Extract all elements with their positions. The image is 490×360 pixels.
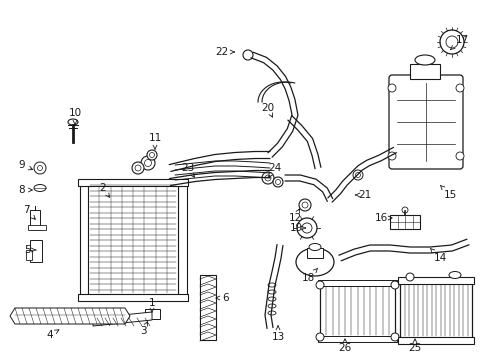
Ellipse shape xyxy=(268,283,276,287)
Circle shape xyxy=(275,180,280,184)
Bar xyxy=(200,275,216,340)
Text: 26: 26 xyxy=(339,339,352,353)
Text: 19: 19 xyxy=(290,223,305,233)
Circle shape xyxy=(299,199,311,211)
Circle shape xyxy=(391,281,399,289)
Circle shape xyxy=(456,84,464,92)
Circle shape xyxy=(243,50,253,60)
Ellipse shape xyxy=(268,311,276,315)
Ellipse shape xyxy=(68,119,78,125)
Text: 14: 14 xyxy=(430,248,446,263)
Text: 9: 9 xyxy=(19,160,33,170)
Text: 22: 22 xyxy=(216,47,234,57)
Circle shape xyxy=(147,150,157,160)
Text: 18: 18 xyxy=(301,268,318,283)
Text: 17: 17 xyxy=(450,35,468,50)
Text: 20: 20 xyxy=(262,103,274,117)
Bar xyxy=(318,280,397,286)
Bar xyxy=(307,248,323,258)
Circle shape xyxy=(265,175,271,181)
Text: 12: 12 xyxy=(289,209,302,223)
Bar xyxy=(390,215,420,229)
Circle shape xyxy=(316,333,324,341)
Text: 23: 23 xyxy=(181,163,195,177)
Bar xyxy=(88,185,178,295)
Circle shape xyxy=(316,281,324,289)
Text: 3: 3 xyxy=(140,322,147,336)
Ellipse shape xyxy=(268,290,276,294)
Ellipse shape xyxy=(34,184,46,192)
Bar xyxy=(78,179,188,186)
Text: 5: 5 xyxy=(24,245,36,255)
Text: 1: 1 xyxy=(148,298,155,312)
Circle shape xyxy=(446,36,458,48)
Text: 7: 7 xyxy=(23,205,35,219)
Text: 13: 13 xyxy=(271,326,285,342)
Bar xyxy=(78,294,188,301)
Bar xyxy=(178,185,187,295)
Bar xyxy=(320,285,395,337)
Text: 21: 21 xyxy=(356,190,371,200)
Bar xyxy=(400,283,472,338)
Circle shape xyxy=(388,152,396,160)
Circle shape xyxy=(440,30,464,54)
Circle shape xyxy=(273,177,283,187)
Bar xyxy=(145,309,160,319)
Circle shape xyxy=(132,162,144,174)
Text: 6: 6 xyxy=(216,293,229,303)
Circle shape xyxy=(456,152,464,160)
Bar xyxy=(26,250,32,260)
Circle shape xyxy=(38,166,43,171)
Text: 24: 24 xyxy=(269,163,282,177)
Circle shape xyxy=(149,153,154,158)
Text: 8: 8 xyxy=(19,185,32,195)
Polygon shape xyxy=(93,312,152,326)
Bar xyxy=(318,336,397,342)
Ellipse shape xyxy=(268,304,276,308)
FancyBboxPatch shape xyxy=(389,75,463,169)
Bar xyxy=(28,225,46,230)
Circle shape xyxy=(388,84,396,92)
Text: 16: 16 xyxy=(374,213,392,223)
Circle shape xyxy=(356,172,361,177)
Circle shape xyxy=(353,170,363,180)
Circle shape xyxy=(297,218,317,238)
Ellipse shape xyxy=(415,55,435,65)
Bar xyxy=(30,240,42,262)
Text: 10: 10 xyxy=(69,108,81,124)
Text: 4: 4 xyxy=(47,330,59,340)
Circle shape xyxy=(34,162,46,174)
Polygon shape xyxy=(10,308,130,324)
Bar xyxy=(398,277,474,284)
Circle shape xyxy=(141,156,155,170)
Ellipse shape xyxy=(309,243,321,251)
Bar xyxy=(30,210,40,230)
Ellipse shape xyxy=(296,248,334,276)
Circle shape xyxy=(145,159,151,166)
Ellipse shape xyxy=(449,271,461,279)
Circle shape xyxy=(391,333,399,341)
Text: 2: 2 xyxy=(99,183,109,197)
Circle shape xyxy=(302,202,308,208)
Bar xyxy=(80,185,89,295)
Circle shape xyxy=(135,165,141,171)
Ellipse shape xyxy=(268,297,276,301)
Bar xyxy=(398,337,474,344)
Text: 11: 11 xyxy=(148,133,162,149)
Text: 25: 25 xyxy=(408,339,421,353)
Circle shape xyxy=(302,223,312,233)
Circle shape xyxy=(406,273,414,281)
Bar xyxy=(410,64,440,79)
Circle shape xyxy=(402,207,408,213)
Text: 15: 15 xyxy=(440,185,457,200)
Circle shape xyxy=(262,172,274,184)
